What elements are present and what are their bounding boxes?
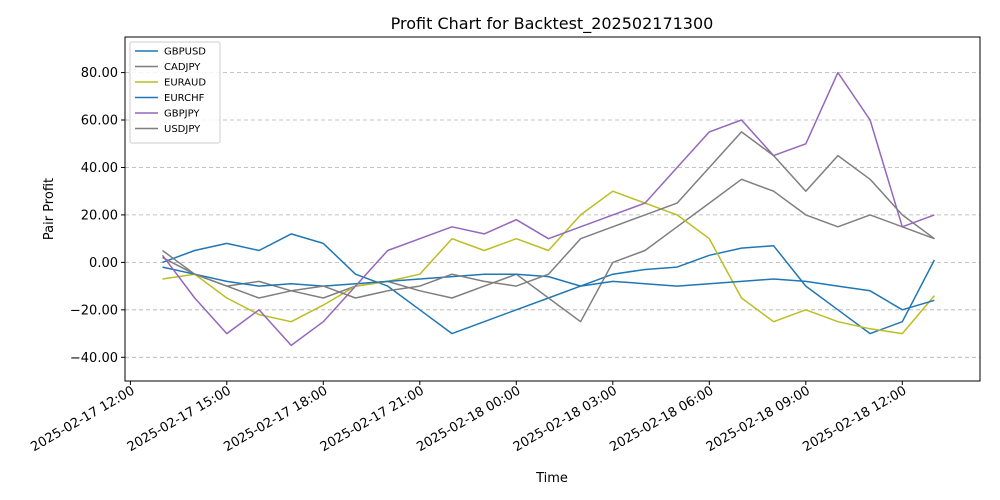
chart-title: Profit Chart for Backtest_202502171300 bbox=[391, 14, 714, 34]
x-axis-label: Time bbox=[535, 471, 568, 486]
legend-label: EURAUD bbox=[164, 78, 206, 89]
series-line-usdjpy bbox=[162, 131, 935, 299]
series-line-euraud bbox=[162, 190, 935, 335]
series-line-eurchf bbox=[162, 266, 935, 311]
grid-layer bbox=[125, 72, 980, 358]
legend-label: GBPJPY bbox=[164, 109, 200, 120]
series-line-gbpjpy bbox=[161, 71, 935, 347]
legend-label: EURCHF bbox=[164, 93, 205, 104]
y-tick-label: 20.00 bbox=[81, 208, 118, 223]
legend-label: GBPUSD bbox=[164, 47, 206, 58]
y-axis-label: Pair Profit bbox=[42, 178, 57, 240]
y-tick-label: 80.00 bbox=[81, 66, 118, 81]
y-tick-label: 60.00 bbox=[81, 114, 118, 129]
y-axis: −40.00 −20.00 0.00 20.00 40.00 60.00 80.00 bbox=[70, 66, 125, 366]
y-tick-label: 40.00 bbox=[81, 161, 118, 176]
series-layer bbox=[161, 71, 936, 347]
legend: GBPUSD CADJPY EURAUD EURCHF GBPJPY USDJPY bbox=[129, 41, 221, 144]
y-tick-label: −20.00 bbox=[70, 303, 118, 318]
legend-label: CADJPY bbox=[164, 62, 201, 73]
y-tick-label: 0.00 bbox=[89, 256, 118, 271]
y-tick-label: −40.00 bbox=[70, 351, 118, 366]
plot-frame bbox=[124, 36, 981, 382]
legend-label: USDJPY bbox=[164, 124, 201, 135]
